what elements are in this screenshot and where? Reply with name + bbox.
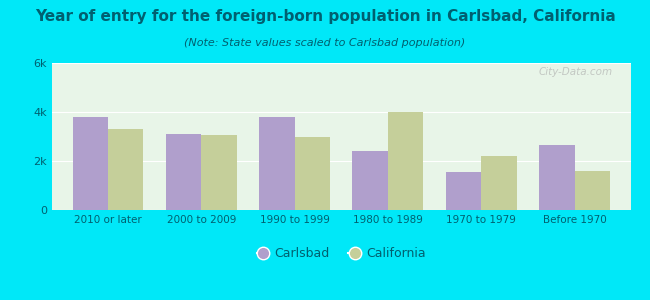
Bar (259, 117, 294, 210)
Text: (Note: State values scaled to Carlsbad population): (Note: State values scaled to Carlsbad p… (185, 38, 465, 47)
Bar (446, 172, 481, 210)
Bar (481, 156, 517, 210)
Text: Year of entry for the foreign-born population in Carlsbad, California: Year of entry for the foreign-born popul… (34, 9, 616, 24)
Bar (108, 129, 144, 210)
Legend: Carlsbad, California: Carlsbad, California (252, 242, 430, 266)
Bar (575, 171, 610, 210)
Bar (202, 135, 237, 210)
Bar (73, 117, 108, 210)
Bar (388, 112, 423, 210)
Bar (294, 136, 330, 210)
Bar (166, 134, 202, 210)
Text: City-Data.com: City-Data.com (539, 68, 613, 77)
Bar (539, 145, 575, 210)
Bar (352, 151, 388, 210)
